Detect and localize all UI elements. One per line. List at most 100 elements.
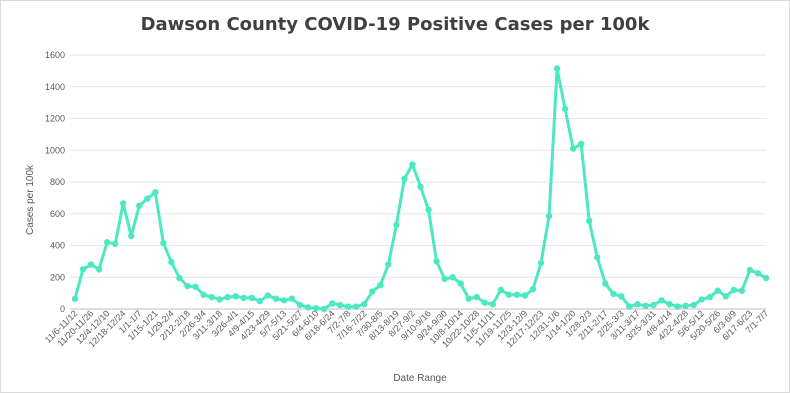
data-point bbox=[304, 304, 312, 311]
data-point bbox=[425, 206, 432, 213]
data-point bbox=[666, 301, 673, 308]
data-points bbox=[71, 65, 770, 313]
data-point bbox=[409, 161, 416, 168]
data-point bbox=[120, 200, 127, 207]
data-point bbox=[730, 286, 738, 294]
data-point bbox=[103, 239, 111, 246]
data-point bbox=[465, 295, 472, 302]
data-point bbox=[369, 288, 376, 295]
data-point bbox=[184, 282, 191, 290]
data-point bbox=[288, 295, 296, 302]
data-point bbox=[738, 287, 746, 294]
chart-title: Dawson County COVID-19 Positive Cases pe… bbox=[140, 14, 650, 35]
data-point bbox=[553, 65, 561, 72]
y-tick-label: 1000 bbox=[45, 145, 65, 155]
data-point bbox=[385, 261, 392, 268]
data-point bbox=[208, 293, 215, 301]
data-point bbox=[256, 297, 264, 305]
data-point bbox=[481, 299, 488, 306]
data-point bbox=[216, 296, 223, 303]
data-point bbox=[320, 305, 328, 313]
data-point bbox=[586, 217, 593, 225]
y-tick-label: 200 bbox=[50, 272, 65, 282]
y-axis-ticks: 0 200 400 600 800 1000 1200 1400 1600 bbox=[45, 50, 65, 314]
data-point bbox=[264, 292, 272, 299]
y-tick-label: 1200 bbox=[45, 114, 65, 124]
data-point bbox=[111, 240, 119, 248]
data-point bbox=[690, 301, 697, 309]
data-point bbox=[626, 303, 633, 310]
data-point bbox=[634, 301, 641, 308]
y-tick-label: 400 bbox=[50, 241, 65, 251]
data-point bbox=[545, 212, 553, 220]
x-axis-label: Date Range bbox=[393, 373, 447, 384]
data-point bbox=[577, 140, 585, 148]
data-point bbox=[280, 297, 288, 304]
data-point bbox=[618, 293, 625, 300]
data-point bbox=[497, 286, 505, 294]
data-point bbox=[176, 274, 183, 282]
data-point bbox=[513, 291, 521, 298]
data-point bbox=[489, 301, 497, 308]
data-point bbox=[457, 280, 464, 287]
data-point bbox=[674, 303, 681, 310]
data-point bbox=[224, 293, 231, 301]
data-point bbox=[377, 281, 384, 289]
data-point bbox=[473, 293, 480, 301]
data-point bbox=[449, 274, 456, 281]
data-point bbox=[240, 294, 247, 302]
data-point bbox=[200, 291, 207, 298]
data-point bbox=[361, 301, 368, 308]
data-point bbox=[529, 285, 537, 293]
data-point bbox=[642, 302, 649, 310]
data-point bbox=[658, 297, 665, 304]
data-point bbox=[610, 290, 617, 298]
data-point bbox=[594, 254, 601, 261]
y-tick-label: 0 bbox=[60, 304, 65, 314]
data-point bbox=[393, 221, 400, 229]
data-point bbox=[312, 305, 320, 312]
data-point bbox=[441, 275, 448, 283]
data-point bbox=[296, 301, 304, 309]
data-point bbox=[698, 296, 705, 303]
data-point bbox=[650, 301, 657, 309]
data-point bbox=[537, 259, 545, 267]
data-point bbox=[95, 266, 103, 273]
data-point bbox=[746, 266, 754, 274]
y-tick-label: 1400 bbox=[45, 82, 65, 92]
data-point bbox=[344, 303, 352, 310]
y-tick-label: 800 bbox=[50, 177, 65, 187]
gridlines bbox=[70, 54, 766, 310]
data-point bbox=[272, 295, 280, 302]
y-axis-label: Cases per 100k bbox=[25, 164, 36, 235]
data-point bbox=[521, 292, 529, 299]
data-point bbox=[353, 303, 360, 310]
data-point bbox=[144, 195, 151, 202]
y-tick-label: 600 bbox=[50, 209, 65, 219]
data-point bbox=[128, 232, 135, 240]
data-point bbox=[71, 295, 79, 302]
data-point bbox=[602, 280, 609, 287]
data-point bbox=[762, 274, 770, 282]
data-point bbox=[192, 283, 199, 290]
data-point bbox=[152, 189, 159, 196]
data-point bbox=[417, 183, 424, 190]
data-point bbox=[433, 258, 440, 265]
data-point bbox=[328, 300, 336, 307]
data-point bbox=[754, 270, 762, 277]
data-point bbox=[232, 293, 239, 300]
data-point bbox=[401, 175, 408, 183]
data-point bbox=[87, 261, 95, 268]
data-point bbox=[79, 266, 87, 273]
data-point bbox=[722, 293, 730, 300]
data-point bbox=[336, 301, 344, 309]
data-point bbox=[505, 291, 513, 298]
data-point bbox=[682, 302, 689, 310]
x-axis-ticks: 11/6-11/1211/20-11/2612/4-12/1012/18-12/… bbox=[43, 308, 771, 349]
data-point bbox=[136, 202, 143, 210]
data-point bbox=[248, 294, 255, 302]
y-tick-label: 1600 bbox=[45, 50, 65, 60]
data-point bbox=[714, 287, 721, 294]
